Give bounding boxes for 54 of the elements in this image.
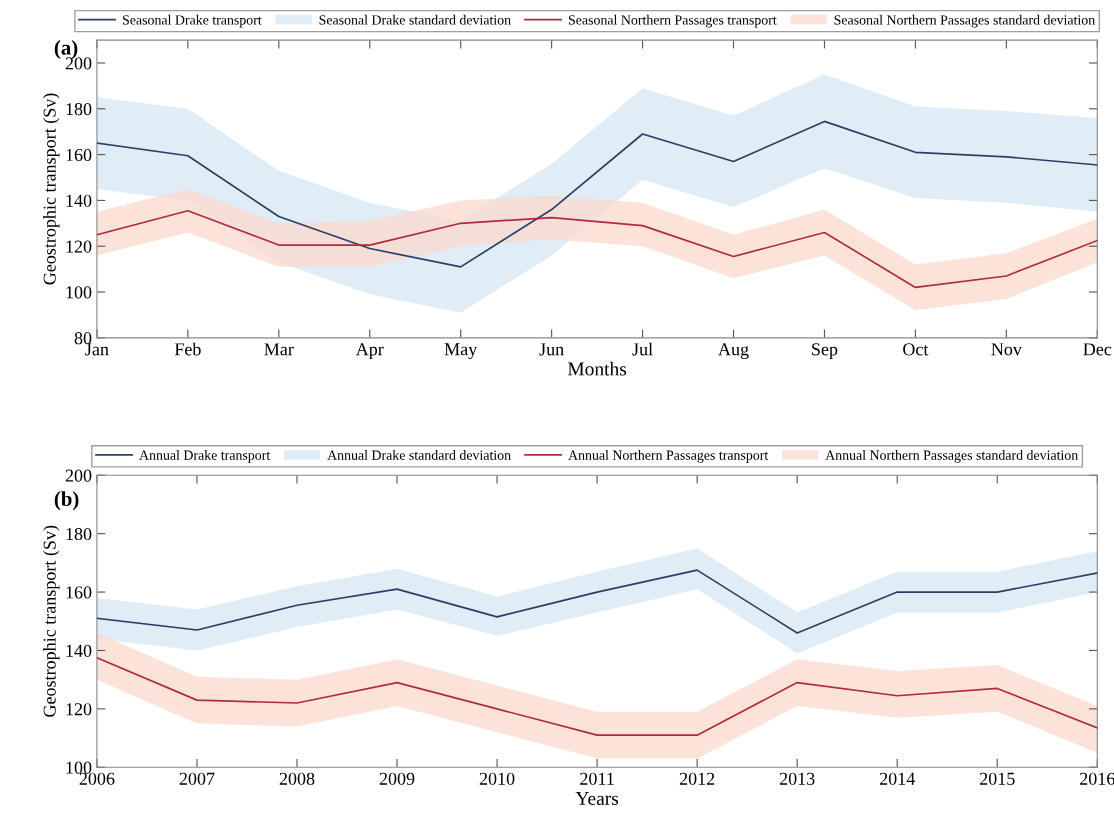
y-tick-label: 200 (65, 469, 92, 482)
x-tick-label: 2014 (879, 772, 915, 785)
chart-title: (a) (54, 40, 78, 59)
x-tick-label: Mar (264, 343, 294, 356)
x-tick-label: Sep (812, 343, 838, 360)
y-axis-title: Geostrophic transport (Sv) (43, 525, 60, 717)
y-tick-label: 80 (74, 332, 92, 345)
legend-label: Seasonal Northern Passages transport (568, 14, 777, 28)
legend-label: Seasonal Drake transport (123, 14, 262, 28)
y-tick-label: 100 (66, 286, 92, 299)
text: Seasonal Northern Passages standard deviation (834, 14, 1095, 28)
x-tick-label: 2016 (1080, 772, 1114, 785)
x-tick-label: 2006 (79, 772, 115, 785)
x-tick-label: 2012 (679, 772, 715, 785)
text: (b) (54, 491, 79, 511)
x-tick-label: 2011 (580, 772, 614, 785)
text: Annual Drake standard deviation (327, 450, 511, 460)
y-tick-label: 200 (65, 57, 92, 70)
y-tick-label: 140 (66, 644, 92, 657)
x-tick-label: Nov (991, 343, 1022, 356)
x-tick-label: 2007 (179, 772, 215, 785)
x-tick-label: Apr (355, 343, 384, 360)
text: Seasonal Drake standard deviation (319, 14, 511, 25)
line-series (96, 656, 1098, 736)
text: Annual Northern Passages standard deviation (825, 450, 1078, 463)
line-series (96, 120, 1098, 268)
legend-label: Annual Northern Passages transport (568, 450, 769, 463)
x-tick-label: May (444, 343, 478, 360)
line-series (96, 569, 1098, 634)
line-series (96, 209, 1098, 289)
x-tick-label: Aug (718, 343, 749, 360)
x-axis-title: Years (575, 792, 619, 805)
x-tick-label: Jan (85, 343, 109, 356)
y-tick-label: 180 (66, 103, 92, 116)
y-tick-label: 180 (66, 527, 92, 541)
y-tick-label: 160 (66, 148, 92, 162)
x-tick-label: 2013 (779, 772, 815, 785)
x-tick-label: Feb (174, 342, 201, 356)
y-tick-label: 120 (66, 240, 92, 253)
x-tick-label: Dec (1083, 343, 1112, 356)
y-tick-label: 100 (66, 761, 92, 774)
y-tick-label: 120 (66, 703, 92, 716)
x-tick-label: 2010 (479, 772, 515, 785)
x-tick-label: Jul (632, 342, 653, 356)
x-tick-label: 2015 (979, 772, 1015, 785)
legend-label: Annual Drake transport (139, 450, 271, 463)
x-tick-label: Jun (539, 343, 564, 356)
x-tick-label: 2009 (379, 772, 415, 785)
y-tick-label: 160 (66, 586, 92, 599)
x-tick-label: 2008 (279, 772, 315, 785)
y-axis-title: Geostrophic transport (Sv) (43, 93, 60, 285)
x-axis-title: Months (567, 361, 627, 376)
x-tick-label: Oct (903, 343, 929, 356)
y-tick-label: 140 (66, 194, 92, 207)
